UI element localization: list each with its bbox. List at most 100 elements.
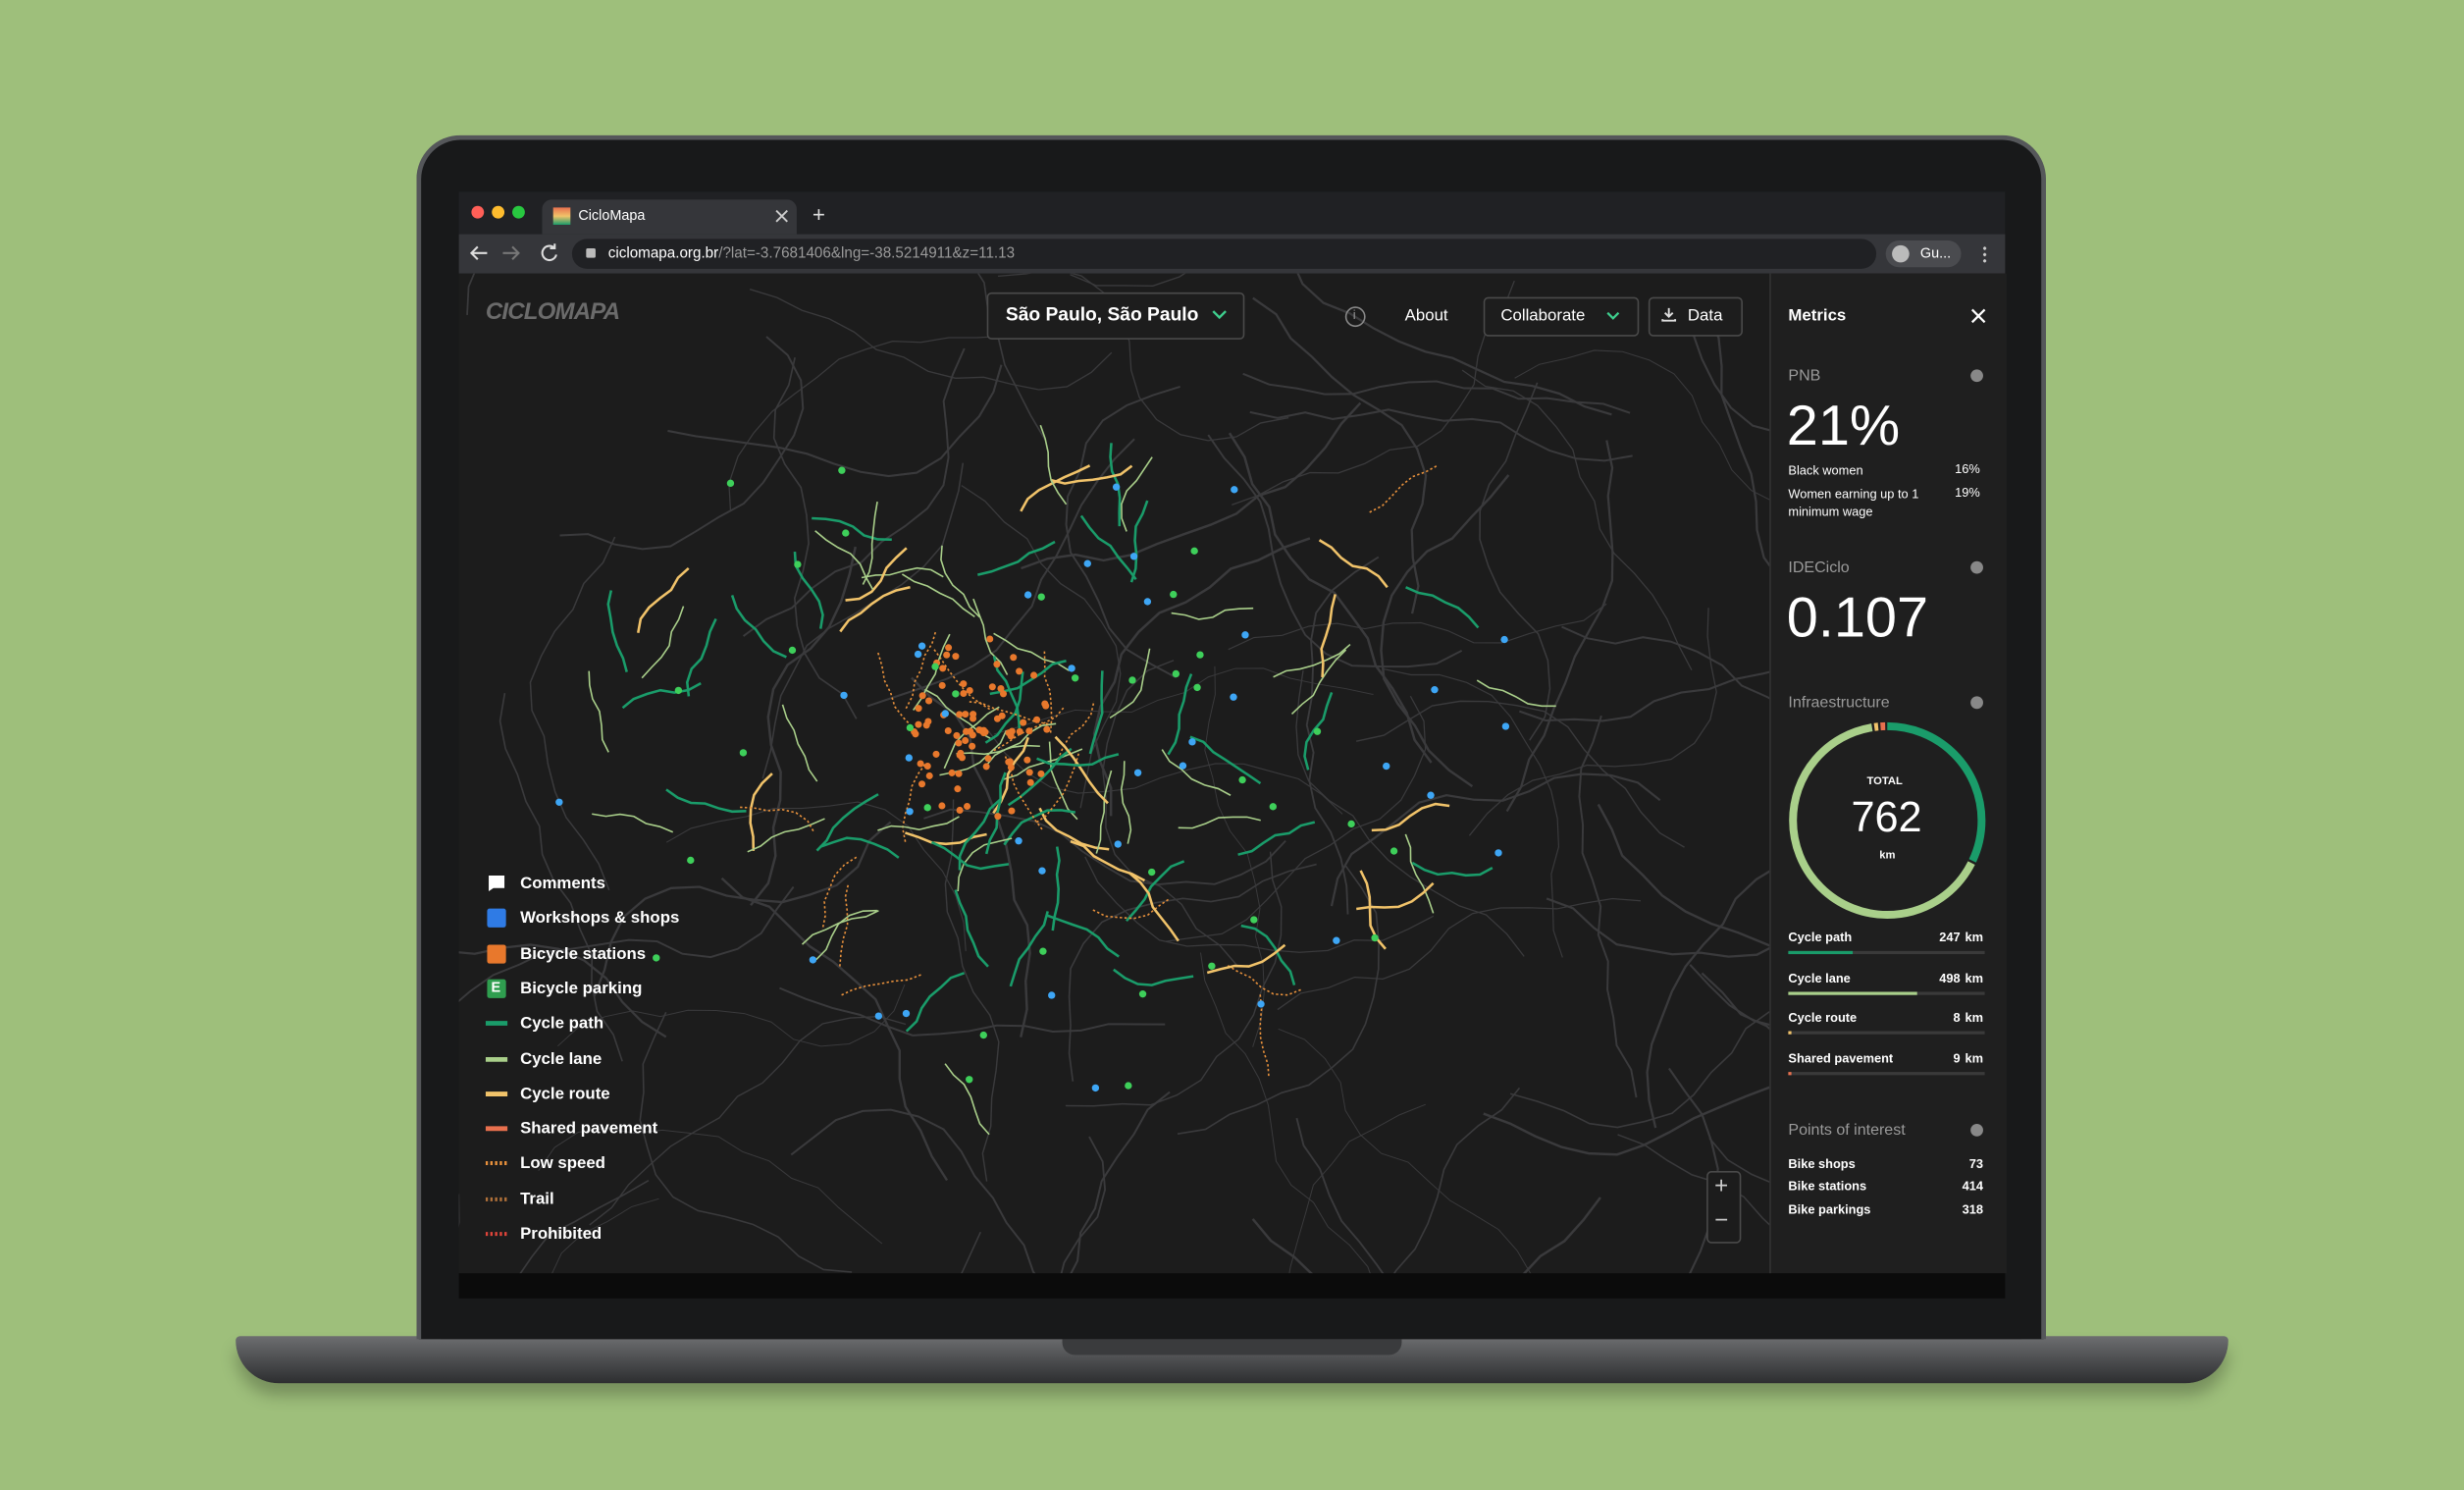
map-poi	[1313, 727, 1322, 735]
map-poi	[1257, 1000, 1265, 1008]
map-poi	[1114, 840, 1122, 848]
pnb-row-label: Women earning up to 1 minimum wage	[1788, 486, 1919, 518]
map-poi	[1333, 936, 1340, 944]
info-icon[interactable]	[1970, 696, 1983, 710]
window-close[interactable]	[471, 205, 485, 219]
infra-row-value: 498 km	[1886, 971, 1983, 984]
map-cycleway	[1303, 692, 1334, 771]
map-poi	[1125, 1082, 1132, 1090]
map-station	[962, 711, 970, 718]
legend-label: Shared pavement	[520, 1119, 658, 1139]
info-icon[interactable]	[1970, 1124, 1983, 1137]
map-road	[559, 336, 805, 551]
map-road	[1522, 1197, 1601, 1274]
url-host: ciclomapa.org.br	[607, 244, 719, 263]
map-road	[1177, 865, 1380, 1136]
map-poi	[1023, 591, 1032, 599]
window-maximize[interactable]	[512, 205, 525, 219]
map-cycleway	[1171, 607, 1254, 620]
map-cycleway	[1120, 761, 1132, 844]
map-station	[915, 705, 922, 713]
info-button[interactable]	[1344, 306, 1366, 328]
ring-segment	[1789, 721, 1986, 920]
map-poi	[1015, 837, 1022, 845]
map-poi	[941, 710, 949, 718]
map-cycleway	[730, 595, 787, 659]
legend-label: Bicycle stations	[520, 943, 647, 964]
map-station	[966, 686, 973, 694]
info-icon[interactable]	[1970, 560, 1983, 574]
city-selector[interactable]	[986, 292, 1245, 340]
map-poi	[1190, 547, 1198, 555]
map-station	[1005, 758, 1013, 766]
map-road	[1065, 385, 1180, 679]
map-road	[1021, 401, 1362, 570]
map-station	[953, 731, 961, 739]
map-station	[918, 780, 926, 788]
menu-button[interactable]	[1982, 244, 1987, 263]
browser-tab[interactable]	[542, 199, 797, 235]
map-poi	[902, 1009, 911, 1018]
poi-label: Bike parkings	[1788, 1201, 1871, 1216]
map-cycleway	[845, 547, 908, 602]
map-poi	[1371, 933, 1379, 942]
map-cycleway	[877, 652, 915, 729]
total-unit: km	[1879, 850, 1896, 862]
map-cycleway	[637, 566, 690, 633]
map-road	[1092, 537, 1311, 817]
panel-close[interactable]	[1970, 308, 1986, 324]
map-poi	[1148, 868, 1156, 877]
map-station	[956, 711, 964, 718]
map-cycleway	[944, 1063, 990, 1136]
infra-row-value: 9 km	[1886, 1051, 1983, 1065]
map-cycleway	[931, 647, 991, 711]
map-road	[538, 1127, 883, 1245]
map-station	[954, 785, 962, 793]
map-road	[1383, 667, 1563, 958]
map-poi	[1494, 849, 1502, 857]
map-poi	[674, 686, 683, 695]
map-station	[1008, 807, 1016, 815]
data-button[interactable]	[1648, 296, 1743, 337]
map-cycleway	[954, 889, 989, 968]
window-minimize[interactable]	[492, 205, 505, 219]
profile-avatar	[1892, 244, 1910, 263]
map-road	[1483, 1085, 1771, 1156]
map-road	[529, 536, 616, 891]
map-cycleway	[740, 806, 815, 834]
zoom-out[interactable]: −	[1714, 1206, 1729, 1235]
map-poi	[555, 798, 563, 806]
map-station	[964, 803, 971, 811]
legend-label: Cycle lane	[520, 1048, 603, 1069]
collaborate-button[interactable]	[1483, 296, 1640, 337]
tab-close[interactable]	[774, 209, 788, 223]
map[interactable]	[458, 273, 1771, 1274]
map-station	[918, 692, 926, 700]
new-tab[interactable]: +	[812, 200, 826, 227]
map-road	[961, 1231, 982, 1274]
info-icon[interactable]	[1970, 369, 1983, 383]
map-cycleway	[814, 530, 874, 590]
profile-name: Gu...	[1919, 244, 1952, 261]
zoom-in[interactable]: +	[1714, 1172, 1729, 1199]
map-road	[1295, 1117, 1385, 1274]
nav-buttons[interactable]	[468, 242, 562, 266]
map-road	[593, 821, 892, 997]
map-station	[1023, 756, 1031, 764]
map-station	[1016, 667, 1023, 675]
pnb-value: 21%	[1786, 393, 1901, 458]
total-label: TOTAL	[1866, 776, 1903, 788]
map-road	[1242, 372, 1631, 414]
map-road	[1277, 897, 1642, 1011]
section-label: Points of interest	[1788, 1122, 1906, 1141]
address-bar[interactable]	[571, 239, 1877, 269]
map-road	[1251, 1218, 1313, 1274]
map-poi	[1133, 769, 1142, 776]
map-road	[1708, 1138, 1771, 1184]
map-poi	[840, 691, 848, 700]
about-link[interactable]: About	[1404, 306, 1448, 326]
map-road	[977, 273, 1046, 441]
legend-icon	[485, 1197, 508, 1201]
infra-value: 247	[1939, 931, 1961, 945]
map-cycleway	[781, 704, 818, 782]
